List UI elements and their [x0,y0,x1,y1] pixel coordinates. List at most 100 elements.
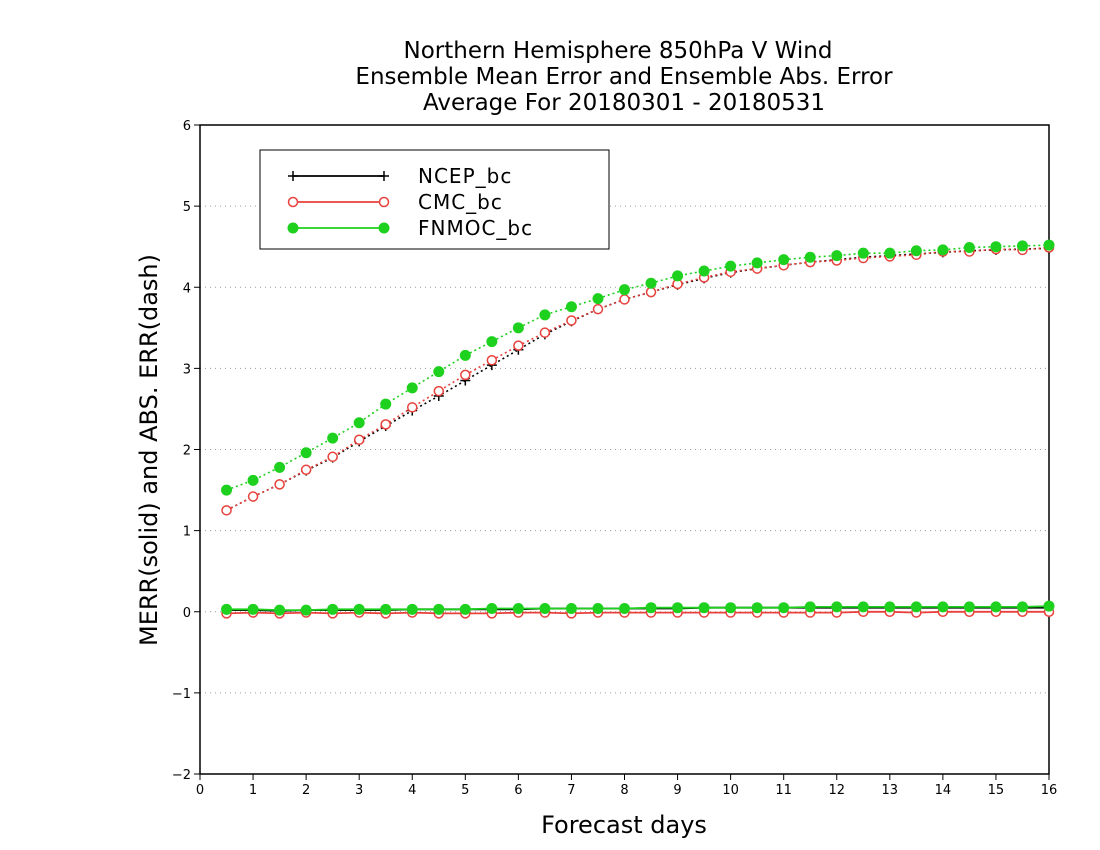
gridlines [200,205,1049,694]
merr-point [910,601,922,613]
legend-marker-start [288,171,298,181]
y-axis-title: MERR(solid) and ABS. ERR(dash) [135,254,163,646]
abs-err-point [910,245,922,257]
abs-err-point [565,301,577,313]
abs-err-point [725,260,737,272]
title-line-1: Northern Hemisphere 850hPa V Wind [404,38,833,64]
x-tick-label: 5 [461,783,469,798]
abs-err-point [274,479,285,490]
legend-marker-end [379,171,389,181]
abs-err-point [459,349,471,361]
abs-err-point [963,241,975,253]
legend-marker-end [378,196,390,208]
merr-point [353,603,365,615]
abs-err-point [486,336,498,348]
abs-err-point [672,270,684,282]
legend-box [259,149,610,250]
merr-point [1043,600,1055,612]
abs-err-point [698,265,710,277]
x-tick-label: 3 [355,783,363,798]
merr-point [486,603,498,615]
abs-err-point [407,402,418,413]
abs-err-point [353,417,365,429]
merr-point [433,603,445,615]
x-tick-label: 16 [1041,783,1058,798]
abs-err-point [406,382,418,394]
legend-marker-start [287,196,299,208]
x-tick-label: 13 [882,783,899,798]
legend-marker-end [378,222,390,234]
abs-err-point [460,369,471,381]
legend-item-fnmoc-bc: FNMOC_bc [287,216,532,240]
x-tick-label: 15 [988,783,1005,798]
merr-point [619,603,630,615]
abs-err-point [804,251,816,263]
abs-err-point [300,464,312,476]
y-tick-label: 6 [183,119,191,134]
merr-line-cmc-bc [226,610,1049,615]
merr-point [406,603,418,615]
abs-err-line-fnmoc-bc [226,244,1050,491]
x-tick-label: 6 [514,783,522,798]
series-ncep-bc [221,243,1054,616]
series [221,239,1055,619]
x-tick-label: 8 [620,783,628,798]
x-tick-label: 10 [722,783,739,798]
abs-err-point [247,474,259,486]
merr-point [327,603,339,615]
legend-item-cmc-bc: CMC_bc [287,190,503,214]
abs-err-point [831,250,843,262]
abs-err-point [274,461,286,473]
merr-point [778,602,790,614]
abs-err-point [937,244,949,256]
x-tick-label: 9 [673,783,681,798]
y-tick-label: 2 [183,444,191,459]
abs-err-point [512,322,524,334]
x-tick-label: 0 [196,783,204,798]
abs-err-point [539,309,551,321]
abs-err-point [380,398,392,410]
abs-err-point [619,284,630,296]
merr-point [539,603,551,615]
y-tick-label: 0 [183,606,191,621]
legend-marker-start [287,222,299,234]
x-tick-label: 12 [828,783,845,798]
x-axis-title: Forecast days [541,811,707,839]
merr-point [459,603,471,615]
y-tick-label: −2 [172,768,191,783]
abs-err-point [592,293,604,305]
abs-err-point [433,366,445,378]
merr-point [963,601,975,613]
abs-err-point [592,303,604,315]
merr-point [221,603,233,615]
abs-err-point [619,294,630,305]
abs-err-point [221,505,232,516]
legend-item-ncep-bc: NCEP_bc [288,164,511,188]
abs-err-point [539,327,551,338]
abs-err-point [1016,240,1028,252]
chart-title: Northern Hemisphere 850hPa V Wind Ensemb… [355,38,893,116]
abs-err-point [327,451,338,463]
abs-err-point [566,315,577,326]
merr-point [857,601,869,613]
abs-err-point [857,247,869,259]
y-tick-label: 3 [183,362,191,377]
abs-err-point [990,241,1002,253]
title-line-2: Ensemble Mean Error and Ensemble Abs. Er… [355,64,893,90]
abs-err-point [327,432,339,444]
series-fnmoc-bc [221,239,1055,616]
abs-err-point [221,484,233,496]
legend-label: CMC_bc [418,190,503,214]
merr-point [804,601,816,613]
x-tick-label: 1 [249,783,257,798]
y-tick-label: 4 [183,281,191,296]
abs-err-point [486,355,498,366]
series-cmc-bc [221,242,1055,619]
merr-point [990,601,1002,613]
merr-point [751,602,763,614]
merr-point [512,603,524,615]
abs-err-point [884,247,896,259]
